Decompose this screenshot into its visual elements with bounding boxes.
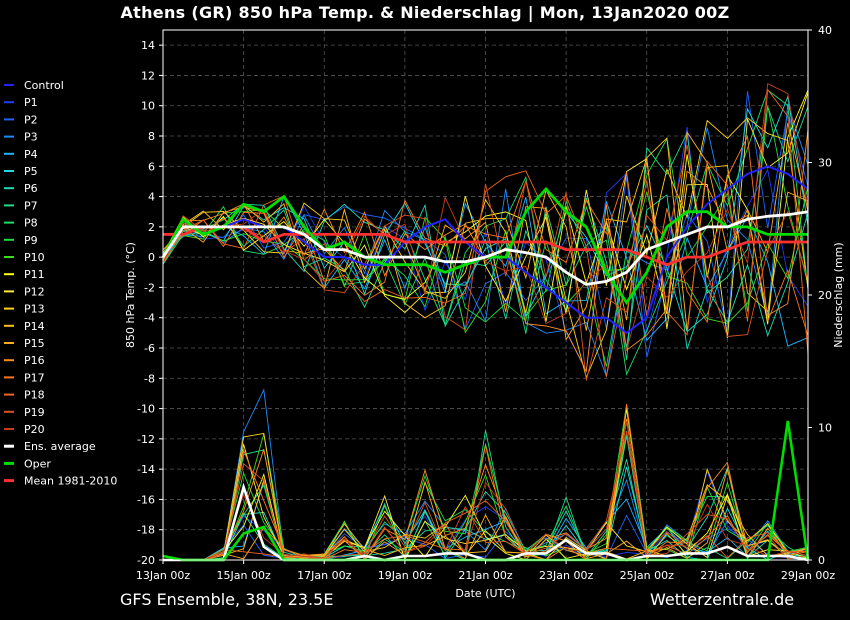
- temp-line-p20: [162, 83, 809, 350]
- chart-title: Athens (GR) 850 hPa Temp. & Niederschlag…: [120, 3, 730, 22]
- legend: Control P1 P2 P3 P4 P5 P6 P7 P8 P9 P10 P11 P12 P13 P14…: [4, 79, 117, 488]
- y2-tick-label: 0: [818, 554, 825, 567]
- y-tick-label: -6: [144, 342, 155, 355]
- legend-label: P12: [24, 285, 45, 298]
- temp-line-ens-average: [161, 210, 809, 286]
- y-tick-label: -16: [137, 493, 155, 506]
- precip-line-p19: [163, 431, 809, 561]
- x-tick-label: 21Jan 00z: [458, 569, 512, 582]
- y-tick-label: -12: [137, 433, 155, 446]
- precip-line-p20: [163, 421, 809, 561]
- y-tick-label: 0: [148, 251, 155, 264]
- legend-label: Ens. average: [24, 440, 96, 453]
- y-axis-label: 850 hPa Temp. (°C): [124, 242, 137, 348]
- legend-label: P20: [24, 423, 45, 436]
- legend-label: P5: [24, 165, 38, 178]
- y2-tick-label: 40: [818, 24, 832, 37]
- y2-tick-label: 30: [818, 157, 832, 170]
- y-tick-label: -10: [137, 403, 155, 416]
- x-tick-label: 23Jan 00z: [539, 569, 593, 582]
- temp-line-p8: [162, 89, 809, 376]
- precip-line-p6: [163, 435, 809, 561]
- temp-line-p16: [162, 129, 809, 373]
- temp-line-p6: [162, 194, 809, 350]
- legend-label: P9: [24, 234, 38, 247]
- y2-axis-label: Niederschlag (mm): [832, 242, 845, 347]
- y-tick-label: 12: [141, 69, 155, 82]
- legend-label: P15: [24, 337, 45, 350]
- temp-line-mean-1981-2010: [163, 225, 808, 267]
- legend-label: P10: [24, 251, 45, 264]
- y-tick-label: 4: [148, 191, 155, 204]
- legend-label: P14: [24, 320, 45, 333]
- y-tick-label: 6: [148, 160, 155, 173]
- y-tick-label: -4: [144, 312, 155, 325]
- y-tick-label: -14: [137, 463, 155, 476]
- legend-label: P6: [24, 182, 38, 195]
- model-info: GFS Ensemble, 38N, 23.5E: [120, 590, 334, 609]
- x-tick-label: 15Jan 00z: [217, 569, 271, 582]
- axes: -20-18-16-14-12-10-8-6-4-202468101214010…: [124, 24, 845, 600]
- precip-line-p17: [163, 404, 809, 561]
- x-tick-label: 19Jan 00z: [378, 569, 432, 582]
- site-credit: Wetterzentrale.de: [650, 590, 795, 609]
- legend-label: P1: [24, 96, 38, 109]
- y-tick-label: 8: [148, 130, 155, 143]
- legend-label: Mean 1981-2010: [24, 475, 117, 488]
- legend-label: Oper: [24, 457, 51, 470]
- y-tick-label: -18: [137, 524, 155, 537]
- legend-label: P4: [24, 148, 38, 161]
- precip-line-p13: [163, 419, 809, 561]
- y-tick-label: -20: [137, 554, 155, 567]
- legend-label: P17: [24, 371, 45, 384]
- legend-label: P13: [24, 303, 45, 316]
- legend-label: P3: [24, 131, 38, 144]
- y-tick-label: 14: [141, 39, 155, 52]
- x-tick-label: 17Jan 00z: [297, 569, 351, 582]
- legend-label: P18: [24, 389, 45, 402]
- temp-line-p12: [162, 92, 809, 339]
- y-tick-label: -2: [144, 281, 155, 294]
- legend-label: P19: [24, 406, 45, 419]
- precipitation-lines: [162, 388, 810, 562]
- y2-tick-label: 10: [818, 422, 832, 435]
- legend-label: Control: [24, 79, 64, 92]
- precip-line-p15: [163, 467, 809, 561]
- y-tick-label: 2: [148, 221, 155, 234]
- temp-line-p18: [162, 88, 809, 377]
- x-tick-label: 27Jan 00z: [700, 569, 754, 582]
- x-tick-label: 29Jan 00z: [781, 569, 835, 582]
- y-tick-label: -8: [144, 372, 155, 385]
- temp-line-p15: [162, 122, 809, 341]
- legend-label: P7: [24, 199, 38, 212]
- temperature-lines: [161, 83, 809, 381]
- precip-line-p11: [163, 408, 809, 561]
- legend-label: P8: [24, 217, 38, 230]
- precip-line-p16: [163, 418, 809, 561]
- legend-label: P11: [24, 268, 45, 281]
- y2-tick-label: 20: [818, 289, 832, 302]
- x-tick-label: 13Jan 00z: [136, 569, 190, 582]
- precip-line-p18: [163, 500, 809, 561]
- x-tick-label: 25Jan 00z: [620, 569, 674, 582]
- legend-label: P2: [24, 113, 38, 126]
- y-tick-label: 10: [141, 100, 155, 113]
- x-axis-label: Date (UTC): [455, 587, 515, 600]
- legend-label: P16: [24, 354, 45, 367]
- precip-line-p9: [163, 404, 809, 561]
